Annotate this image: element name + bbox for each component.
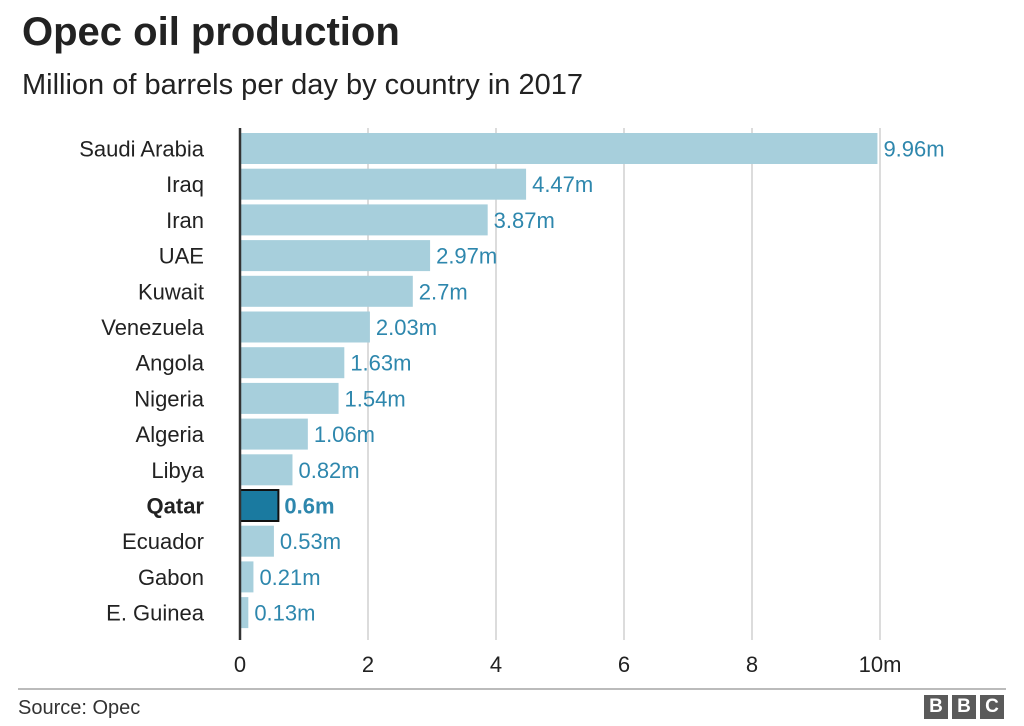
bar	[240, 168, 527, 200]
value-labels: 9.96m 4.47m 3.87m 2.97m 2.7m 2.03m 1.63m 1.54m 1…	[254, 137, 944, 626]
source-note: Source: Opec	[18, 697, 141, 719]
bbc-logo-letter-3: C	[980, 695, 1004, 719]
chart-subtitle: Million of barrels per day by country in…	[22, 69, 583, 101]
category-label: Kuwait	[138, 279, 204, 304]
bar	[240, 204, 488, 236]
value-label: 1.54m	[345, 386, 406, 411]
value-label: 9.96m	[883, 137, 944, 162]
category-label: E. Guinea	[106, 601, 205, 626]
category-label: Qatar	[147, 494, 205, 519]
x-tick-label: 4	[490, 652, 502, 677]
category-label: Nigeria	[134, 386, 204, 411]
category-labels: Saudi Arabia Iraq Iran UAE Kuwait Venezuela An…	[79, 137, 205, 626]
chart-title: Opec oil production	[22, 10, 400, 54]
value-label: 1.06m	[314, 422, 375, 447]
bar	[240, 347, 345, 379]
category-label: Iraq	[166, 172, 204, 197]
value-label: 0.6m	[284, 494, 334, 519]
category-label: Venezuela	[101, 315, 205, 340]
category-label: UAE	[159, 244, 204, 269]
x-tick-label: 0	[234, 652, 246, 677]
category-label: Algeria	[136, 422, 205, 447]
bar	[240, 311, 370, 343]
category-label: Gabon	[138, 565, 204, 590]
bar	[240, 133, 878, 164]
bbc-logo-letter-2: B	[952, 695, 976, 719]
bar	[240, 418, 308, 450]
bar	[240, 240, 431, 272]
category-label: Angola	[135, 351, 204, 376]
x-tick-label: 10m	[859, 652, 902, 677]
category-label: Libya	[151, 458, 204, 483]
bbc-logo: B B C	[924, 695, 1004, 719]
x-tick-label: 8	[746, 652, 758, 677]
value-label: 0.21m	[259, 565, 320, 590]
value-label: 4.47m	[532, 172, 593, 197]
category-label: Ecuador	[122, 529, 204, 554]
footer-divider	[18, 688, 1006, 690]
value-label: 2.7m	[419, 279, 468, 304]
bar	[239, 489, 280, 522]
bar	[240, 525, 274, 557]
value-label: 0.13m	[254, 601, 315, 626]
bar-chart: Saudi Arabia Iraq Iran UAE Kuwait Venezuela An…	[79, 128, 945, 677]
value-label: 0.82m	[298, 458, 359, 483]
bar	[240, 382, 339, 414]
value-label: 2.97m	[436, 244, 497, 269]
category-label: Iran	[166, 208, 204, 233]
value-label: 2.03m	[376, 315, 437, 340]
value-label: 1.63m	[350, 351, 411, 376]
x-axis-ticks: 0 2 4 6 8 10m	[234, 652, 902, 677]
bar	[240, 561, 254, 593]
x-tick-label: 6	[618, 652, 630, 677]
bar	[240, 454, 293, 486]
bars	[239, 133, 878, 629]
bar	[240, 597, 249, 629]
value-label: 3.87m	[494, 208, 555, 233]
bar	[240, 275, 413, 307]
x-tick-label: 2	[362, 652, 374, 677]
category-label: Saudi Arabia	[79, 137, 205, 162]
bbc-logo-letter-1: B	[924, 695, 948, 719]
value-label: 0.53m	[280, 529, 341, 554]
